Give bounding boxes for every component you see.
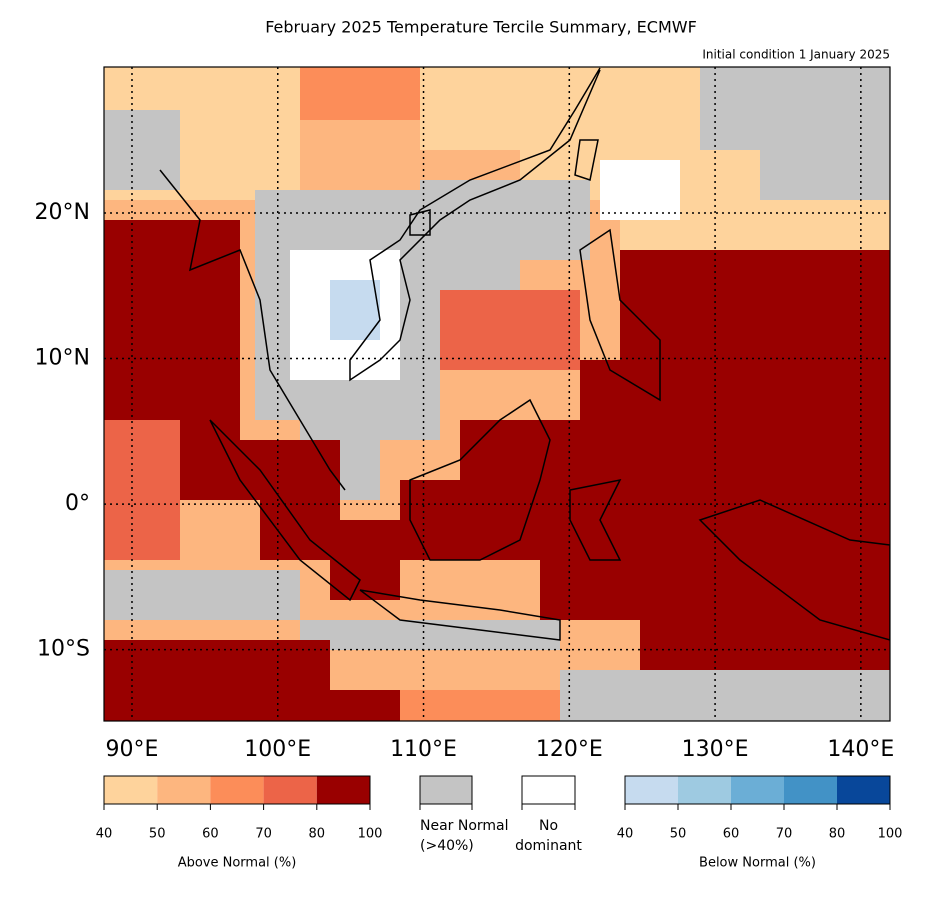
colorbar-tick-label: 50 [670,827,687,842]
legend-box [521,775,576,805]
x-tick-label: 130°E [682,737,749,762]
colorbar-tick-label: 60 [202,827,219,842]
map-frame [103,66,891,722]
subtitle: Initial condition 1 January 2025 [702,48,890,62]
colorbar-tick-label: 40 [617,827,634,842]
colorbar-segment [625,776,678,804]
colorbar-tick-label: 70 [776,827,793,842]
colorbar-segment [104,776,158,804]
colorbar-segment [837,776,890,804]
colorbar-segment [678,776,731,804]
y-tick-label: 10°S [37,637,90,662]
colorbar-tick-label: 80 [829,827,846,842]
colorbar-segment [316,776,370,804]
title: February 2025 Temperature Tercile Summar… [265,18,697,37]
colorbar-tick-label: 100 [358,827,383,842]
legend-box [419,775,473,805]
colorbar-tick-label: 80 [309,827,326,842]
colorbar-tick-label: 40 [96,827,113,842]
colorbar-segment [731,776,784,804]
colorbar-label: Above Normal (%) [178,856,297,871]
y-tick-label: 10°N [35,346,90,371]
y-tick-label: 0° [65,491,90,516]
colorbar-tick-label: 100 [878,827,903,842]
x-tick-label: 120°E [536,737,603,762]
legend: 40 50 60 70 80 100 Above Normal (%) 40 50 60 70 80 1… [96,775,903,871]
x-tick-label: 110°E [390,737,457,762]
legend-box-label: No [539,818,558,834]
legend-box-label: dominant [515,838,582,854]
y-tick-label: 20°N [35,200,90,225]
colorbar-segment [263,776,317,804]
x-tick-label: 100°E [244,737,311,762]
colorbar-frame [624,775,891,805]
x-tick-label: 90°E [106,737,159,762]
field [104,67,890,721]
colorbar-tick-label: 50 [149,827,166,842]
x-tick-label: 140°E [827,737,894,762]
colorbar-segment [210,776,264,804]
colorbar-segment [784,776,837,804]
graticule [104,67,890,721]
colorbar-segment [157,776,211,804]
legend-box-label: (>40%) [420,838,474,854]
colorbar-label: Below Normal (%) [699,856,816,871]
legend-box-label: Near Normal [420,818,509,834]
colorbar-frame [103,775,371,805]
colorbar-tick-label: 60 [723,827,740,842]
colorbar-tick-label: 70 [255,827,272,842]
